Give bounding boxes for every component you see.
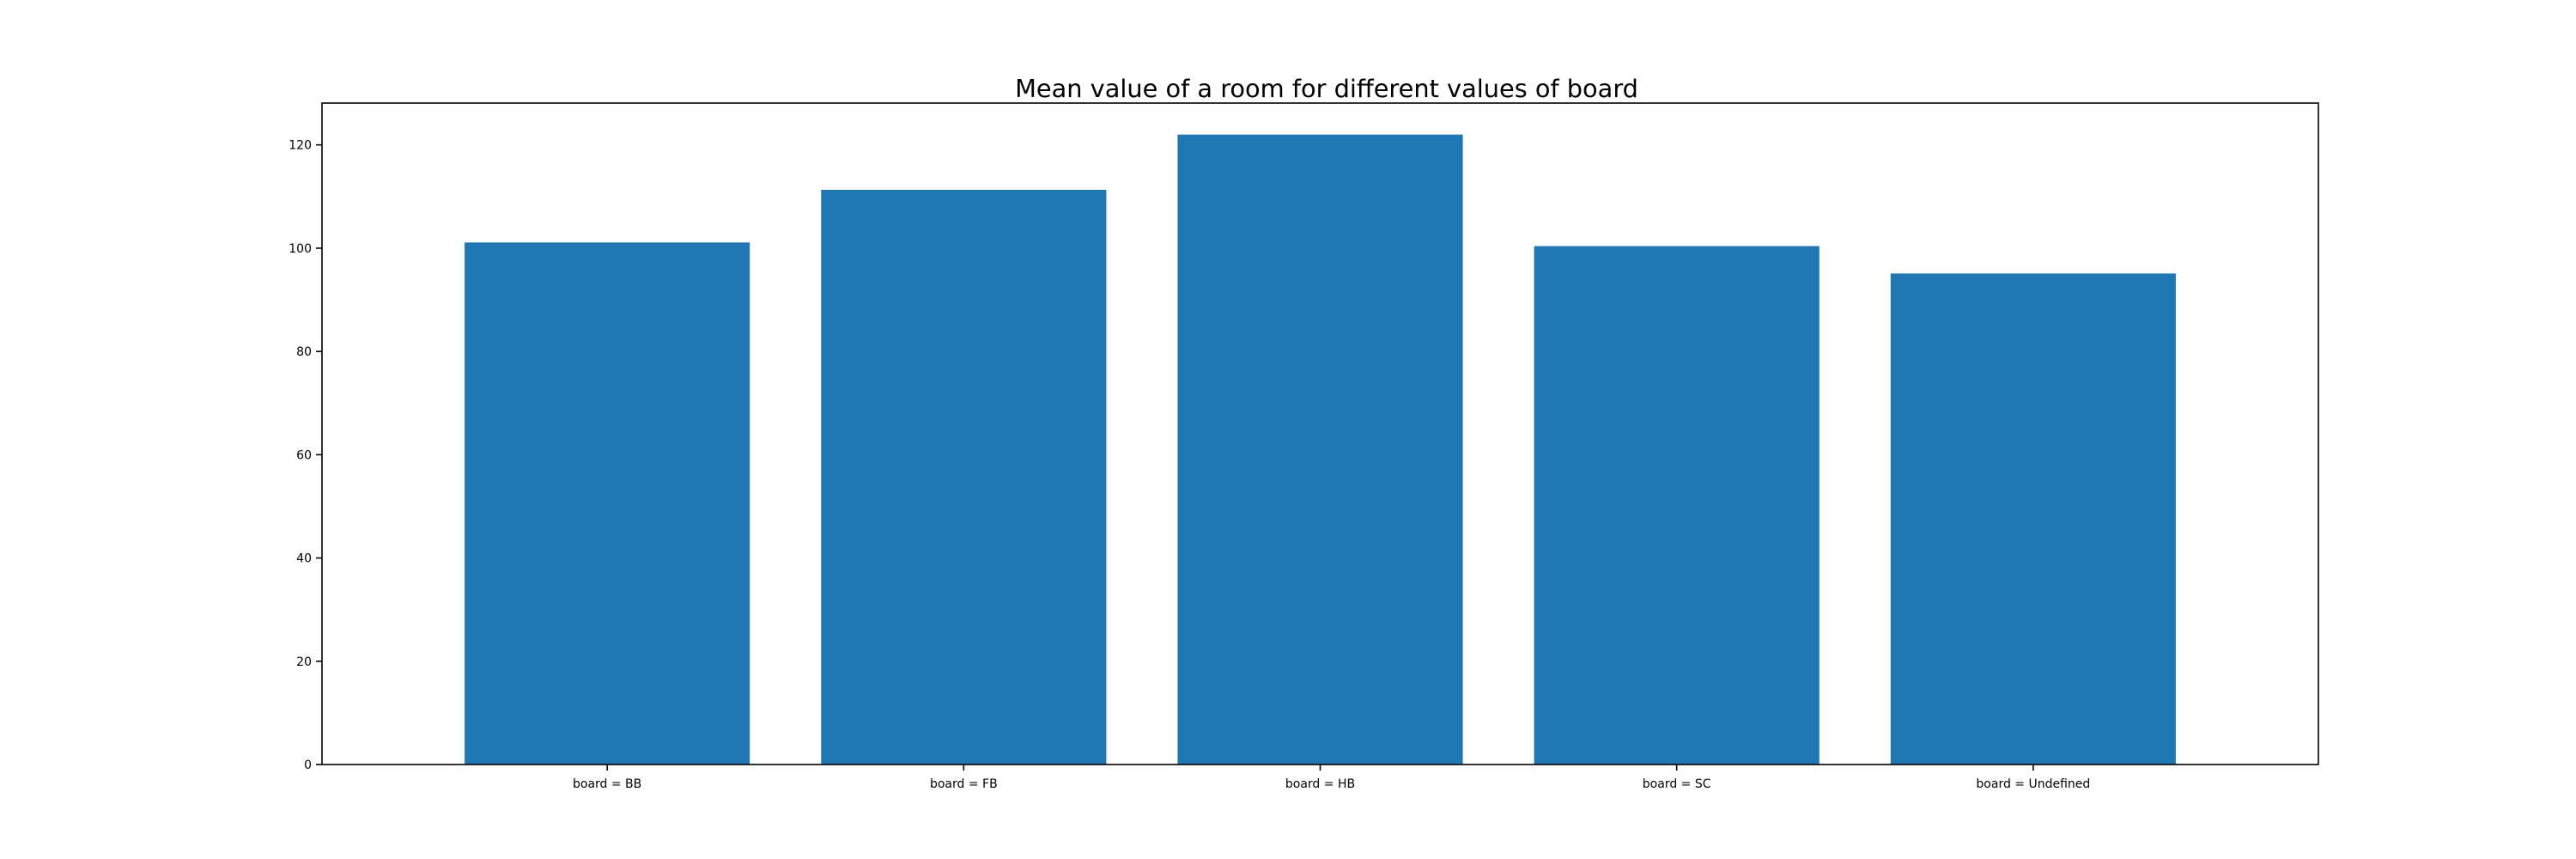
x-tick-label-4: board = Undefined (1976, 777, 2090, 791)
bar-2 (1177, 134, 1463, 765)
y-tick-label-3: 60 (296, 448, 312, 462)
y-tick-label-4: 80 (296, 345, 312, 359)
x-tick-label-0: board = BB (573, 777, 641, 791)
bar-3 (1534, 246, 1820, 765)
y-tick-label-1: 20 (296, 655, 312, 669)
bar-4 (1890, 273, 2176, 765)
x-tick-label-1: board = FB (930, 777, 998, 791)
chart-title: Mean value of a room for different value… (1015, 74, 1638, 103)
x-tick-label-3: board = SC (1643, 777, 1711, 791)
bar-0 (465, 242, 750, 765)
x-tick-label-2: board = HB (1285, 777, 1355, 791)
y-tick-label-5: 100 (289, 242, 312, 256)
plot-area-frame (321, 102, 2319, 765)
y-axis: 0 20 40 60 80 100 120 (289, 139, 322, 772)
x-axis: board = BB board = FB board = HB board = SC… (573, 765, 2090, 791)
bars-layer (465, 134, 2176, 765)
y-tick-label-0: 0 (304, 758, 312, 772)
bar-1 (821, 189, 1107, 765)
y-tick-label-6: 120 (289, 139, 312, 153)
y-tick-label-2: 40 (296, 552, 312, 566)
